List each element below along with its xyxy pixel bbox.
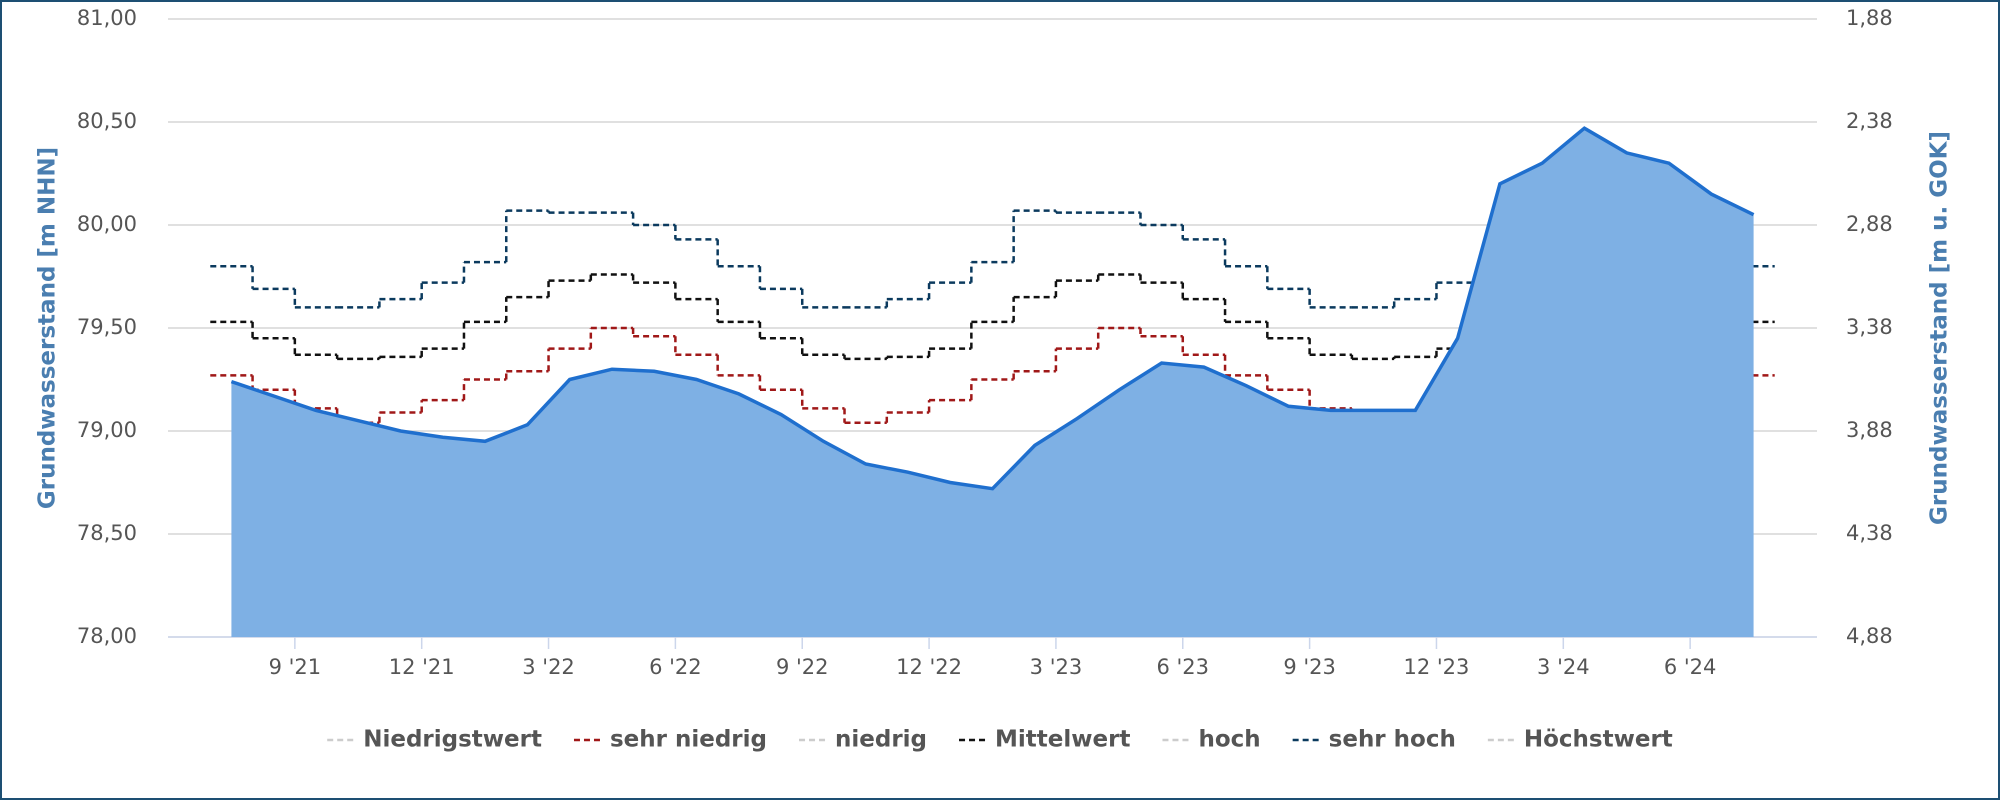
y-tick-label: 80,00 bbox=[77, 212, 137, 236]
y2-tick-label: 1,88 bbox=[1846, 6, 1893, 30]
legend: Niedrigstwert sehr niedrig niedrig Mittelwe… bbox=[327, 727, 1673, 753]
y2-axis-title: Grundwasserstand [m u. GOK] bbox=[1927, 131, 1953, 525]
legend-item[interactable]: Mittelwert bbox=[995, 727, 1130, 753]
y2-tick-label: 3,88 bbox=[1846, 418, 1893, 442]
legend-item[interactable]: Niedrigstwert bbox=[363, 727, 542, 753]
legend-item[interactable]: sehr niedrig bbox=[610, 727, 767, 753]
x-tick-label: 6 '24 bbox=[1664, 655, 1717, 679]
x-tick-label: 12 '23 bbox=[1404, 655, 1470, 679]
y-tick-label: 78,00 bbox=[77, 624, 137, 648]
level-line bbox=[230, 126, 1755, 491]
x-tick-label: 9 '23 bbox=[1283, 655, 1336, 679]
legend-item[interactable]: hoch bbox=[1198, 727, 1260, 753]
y2-tick-label: 4,38 bbox=[1846, 521, 1893, 545]
y2-tick-label: 2,38 bbox=[1846, 109, 1893, 133]
x-tick-label: 3 '24 bbox=[1537, 655, 1590, 679]
y-tick-label: 78,50 bbox=[77, 521, 137, 545]
y2-tick-label: 2,88 bbox=[1846, 212, 1893, 236]
area bbox=[231, 128, 1754, 637]
legend-item[interactable]: Höchstwert bbox=[1524, 727, 1673, 753]
x-tick-label: 9 '21 bbox=[269, 655, 322, 679]
x-tick-label: 12 '22 bbox=[896, 655, 962, 679]
y2-tick-label: 3,38 bbox=[1846, 315, 1893, 339]
legend-item[interactable]: niedrig bbox=[835, 727, 927, 753]
y-tick-label: 81,00 bbox=[77, 6, 137, 30]
x-tick-label: 6 '23 bbox=[1157, 655, 1210, 679]
x-tick-label: 9 '22 bbox=[776, 655, 829, 679]
x-tick-label: 12 '21 bbox=[389, 655, 455, 679]
x-tick-label: 6 '22 bbox=[649, 655, 702, 679]
y-axis-title: Grundwasserstand [m NHN] bbox=[35, 147, 61, 509]
y-tick-label: 80,50 bbox=[77, 109, 137, 133]
x-tick-label: 3 '23 bbox=[1030, 655, 1083, 679]
y-tick-label: 79,50 bbox=[77, 315, 137, 339]
y2-tick-label: 4,88 bbox=[1846, 624, 1893, 648]
legend-item[interactable]: sehr hoch bbox=[1329, 727, 1456, 753]
x-tick-label: 3 '22 bbox=[522, 655, 575, 679]
y-tick-label: 79,00 bbox=[77, 418, 137, 442]
